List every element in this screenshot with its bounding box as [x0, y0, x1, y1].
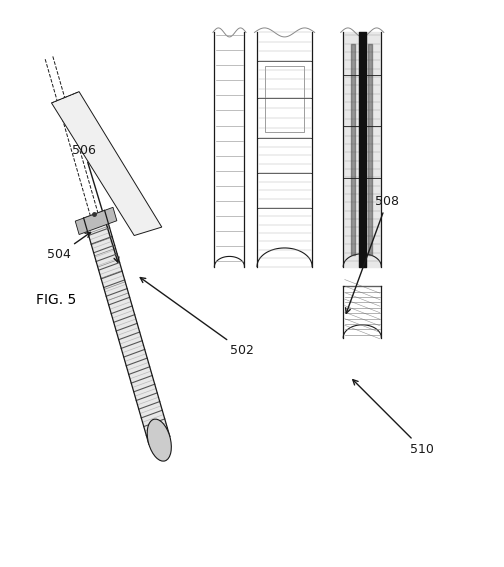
Text: 508: 508: [346, 194, 399, 314]
Text: 510: 510: [353, 380, 434, 456]
Text: 504: 504: [47, 232, 91, 261]
Polygon shape: [84, 210, 170, 444]
Polygon shape: [75, 208, 117, 235]
Polygon shape: [51, 92, 162, 235]
Text: 506: 506: [72, 143, 119, 263]
Bar: [265, 66, 304, 132]
Text: FIG. 5: FIG. 5: [36, 294, 77, 307]
Ellipse shape: [147, 419, 171, 461]
Text: 502: 502: [140, 278, 254, 357]
